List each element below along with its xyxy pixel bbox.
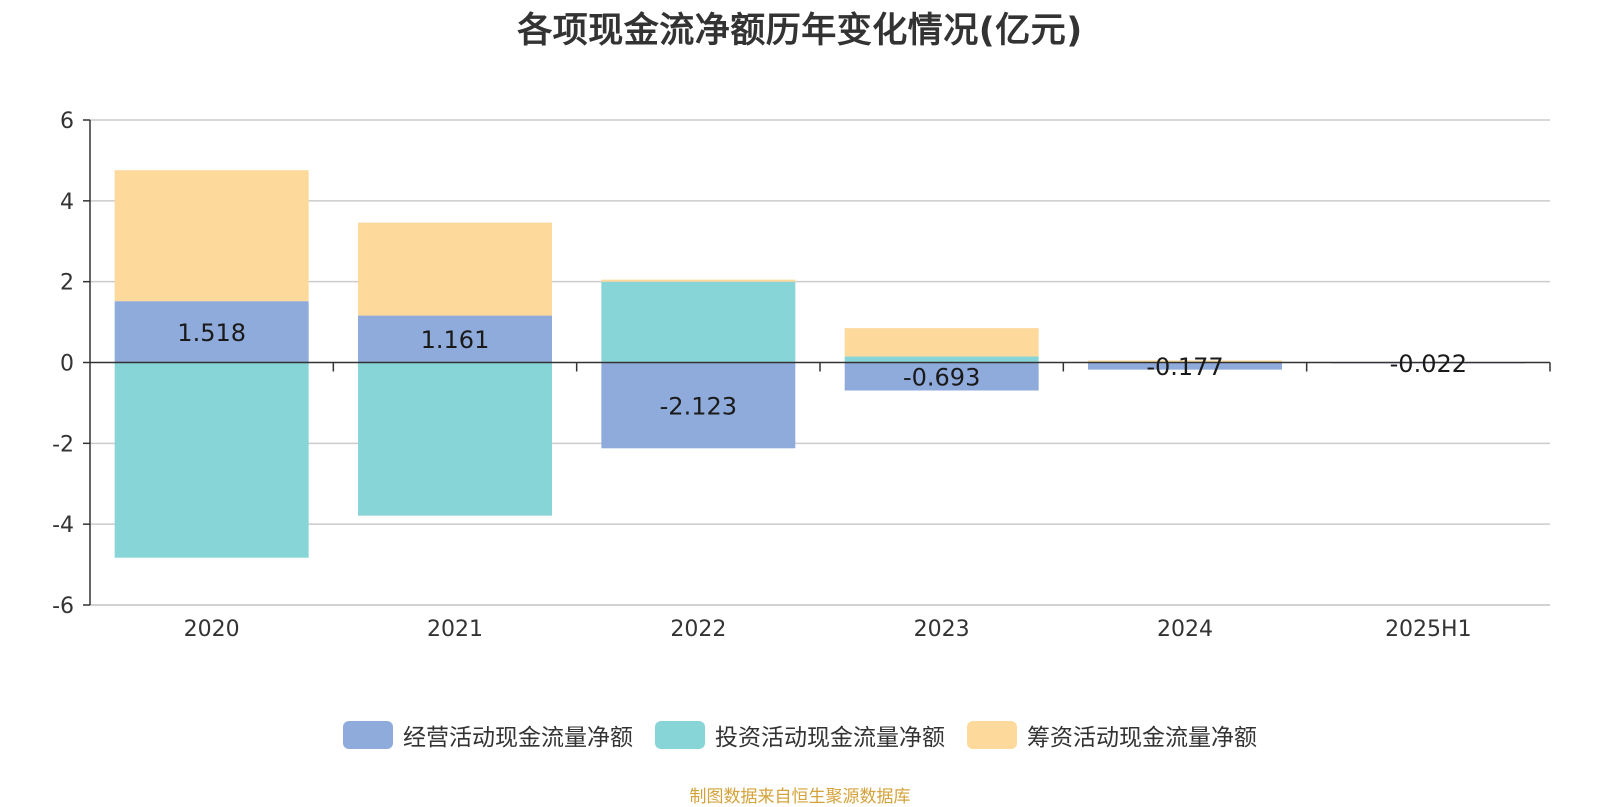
axes: 6 4 2 0 -2 -4 -6 2020 2021 2022 2023 2024 2025H1 <box>52 109 1551 642</box>
legend-swatch-financing <box>967 721 1017 749</box>
bar-0-2021 <box>358 315 552 363</box>
x-tick-label: 2024 <box>1157 617 1213 642</box>
x-tick-label: 2021 <box>427 617 483 642</box>
y-tick-label: 2 <box>60 271 74 296</box>
source-note: 制图数据来自恒生聚源数据库 <box>689 787 911 807</box>
legend-label-financing: 筹资活动现金流量净额 <box>1027 725 1257 751</box>
legend: 经营活动现金流量净额 投资活动现金流量净额 筹资活动现金流量净额 <box>0 718 1600 752</box>
data-label: -0.693 <box>903 364 980 392</box>
bar-2-2022 <box>601 279 796 282</box>
legend-swatch-operating <box>343 721 393 749</box>
bar-1-2020 <box>114 362 309 558</box>
data-label: -2.123 <box>660 392 737 420</box>
bar-2-2023 <box>844 328 1039 357</box>
bar-0-2022 <box>601 362 796 449</box>
bar-2-2024 <box>1088 360 1282 363</box>
legend-label-investing: 投资活动现金流量净额 <box>715 725 945 751</box>
legend-item-investing[interactable]: 投资活动现金流量净额 <box>655 718 945 752</box>
y-tick-label: -2 <box>52 432 74 457</box>
bar-1-2022 <box>601 281 796 363</box>
bar-0-2023 <box>844 362 1039 391</box>
bar-1-2023 <box>844 356 1039 363</box>
y-tick-label: 6 <box>60 109 74 134</box>
x-tick-label: 2023 <box>914 617 970 642</box>
chart-title: 各项现金流净额历年变化情况(亿元) <box>517 11 1083 51</box>
y-tick-label: 4 <box>60 190 74 215</box>
bar-2-2021 <box>358 222 552 316</box>
data-label: 1.518 <box>177 319 246 347</box>
x-tick-label: 2025H1 <box>1385 617 1472 642</box>
bar-1-2021 <box>358 362 552 516</box>
legend-item-operating[interactable]: 经营活动现金流量净额 <box>343 718 633 752</box>
data-labels: 1.518 1.161 -2.123 -0.693 -0.177 -0.022 <box>177 319 1467 421</box>
x-tick-label: 2020 <box>184 617 240 642</box>
data-label: -0.022 <box>1390 350 1467 378</box>
bars <box>114 170 1526 558</box>
bar-0-2020 <box>114 301 309 363</box>
legend-item-financing[interactable]: 筹资活动现金流量净额 <box>967 718 1257 752</box>
y-tick-label: -4 <box>52 513 74 538</box>
bar-2-2020 <box>114 170 309 302</box>
x-tick-label: 2022 <box>670 617 726 642</box>
legend-label-operating: 经营活动现金流量净额 <box>403 725 633 751</box>
y-tick-label: -6 <box>52 594 74 619</box>
bar-0-2024 <box>1088 362 1282 370</box>
y-tick-label: 0 <box>60 352 74 377</box>
data-label: 1.161 <box>421 326 490 354</box>
legend-swatch-investing <box>655 721 705 749</box>
data-label: -0.177 <box>1146 353 1223 381</box>
